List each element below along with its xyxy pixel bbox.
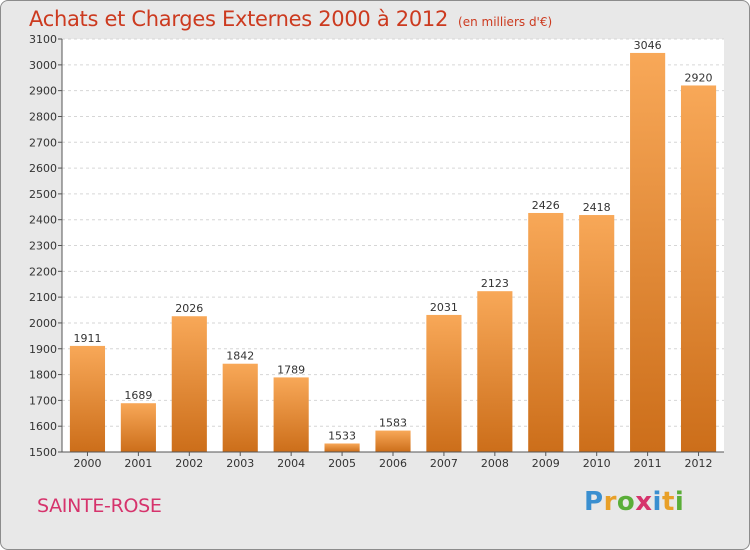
x-tick-label: 2002 — [175, 457, 203, 470]
x-tick-label: 2009 — [532, 457, 560, 470]
bar-data-label: 2418 — [583, 201, 611, 214]
y-tick-label: 2700 — [29, 136, 57, 149]
bar — [375, 430, 411, 452]
bar-data-label: 2426 — [532, 199, 560, 212]
x-tick-label: 2001 — [124, 457, 152, 470]
y-tick-label: 3100 — [29, 33, 57, 46]
x-tick-label: 2003 — [226, 457, 254, 470]
y-axis: 1500 1600 1700 1800 1900 2000 2100 2200 2300 2400… — [29, 33, 63, 459]
proxiti-logo: Proxiti — [584, 487, 685, 517]
y-tick-label: 2500 — [29, 188, 57, 201]
bar — [426, 314, 462, 452]
bar — [579, 215, 615, 452]
bar — [171, 316, 207, 452]
bar-data-label: 1911 — [73, 332, 101, 345]
y-tick-label: 2100 — [29, 291, 57, 304]
x-tick-label: 2008 — [481, 457, 509, 470]
y-tick-label: 2000 — [29, 317, 57, 330]
x-tick-label: 2005 — [328, 457, 356, 470]
bar — [222, 363, 258, 452]
bars: 1911 1689 2026 1842 1789 1533 1583 2031 2123 2426… — [69, 39, 717, 453]
bar — [680, 85, 717, 453]
y-tick-label: 1600 — [29, 420, 57, 433]
bar-data-label: 1842 — [226, 350, 254, 363]
chart-title: Achats et Charges Externes 2000 à 2012 — [29, 7, 449, 31]
x-tick-label: 2012 — [685, 457, 713, 470]
bar-data-label: 2031 — [430, 301, 458, 314]
bar-data-label: 1583 — [379, 417, 407, 430]
bar — [324, 443, 360, 452]
y-tick-label: 2400 — [29, 214, 57, 227]
x-tick-label: 2000 — [73, 457, 101, 470]
y-tick-label: 1500 — [29, 446, 57, 459]
y-tick-label: 3000 — [29, 59, 57, 72]
bar-data-label: 2920 — [685, 71, 713, 84]
y-tick-label: 2200 — [29, 265, 57, 278]
y-tick-label: 2300 — [29, 240, 57, 253]
y-tick-label: 1800 — [29, 369, 57, 382]
bar — [477, 291, 513, 452]
chart-subtitle: (en milliers d'€) — [458, 15, 553, 29]
x-tick-label: 2010 — [583, 457, 611, 470]
bar-data-label: 1689 — [124, 389, 152, 402]
bar-data-label: 2123 — [481, 277, 509, 290]
bar — [273, 377, 309, 452]
y-tick-label: 2600 — [29, 162, 57, 175]
bar-data-label: 1533 — [328, 429, 356, 442]
bar — [69, 345, 106, 452]
y-tick-label: 2800 — [29, 110, 57, 123]
y-tick-label: 1700 — [29, 394, 57, 407]
x-tick-label: 2007 — [430, 457, 458, 470]
title-row: Achats et Charges Externes 2000 à 2012 (e… — [29, 7, 552, 31]
bar — [630, 52, 666, 452]
bar — [120, 403, 156, 452]
x-tick-label: 2004 — [277, 457, 305, 470]
x-tick-label: 2011 — [634, 457, 662, 470]
y-tick-label: 1900 — [29, 343, 57, 356]
y-tick-label: 2900 — [29, 85, 57, 98]
bar-data-label: 3046 — [634, 39, 662, 52]
bar-data-label: 1789 — [277, 363, 305, 376]
x-tick-label: 2006 — [379, 457, 407, 470]
commune-name: SAINTE-ROSE — [37, 495, 162, 517]
bar-data-label: 2026 — [175, 302, 203, 315]
x-axis: 2000 2001 2002 2003 2004 2005 2006 2007 2008 2009… — [62, 451, 724, 470]
bar — [528, 212, 564, 452]
